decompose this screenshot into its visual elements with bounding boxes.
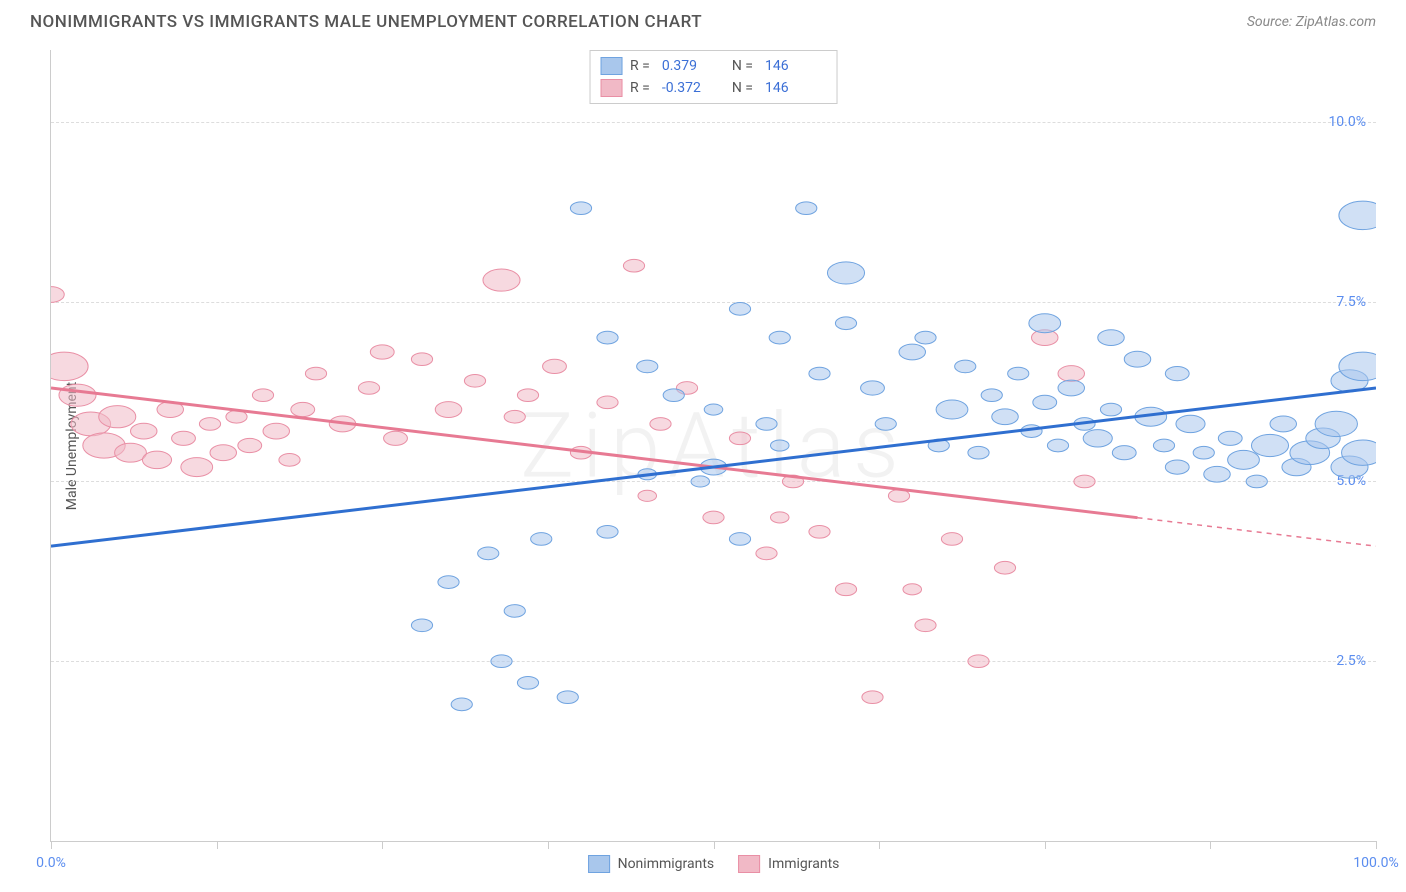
r-label: R = [630,58,650,74]
swatch-nonimmigrants [600,57,622,75]
x-tick [879,841,880,849]
x-label-left: 0.0% [36,855,66,871]
chart-title: NONIMMIGRANTS VS IMMIGRANTS MALE UNEMPLO… [30,12,702,32]
x-tick [217,841,218,849]
stats-row-nonimmigrants: R = 0.379 N = 146 [600,55,827,77]
legend-item-immigrants: Immigrants [738,855,839,873]
source-label: Source: ZipAtlas.com [1247,14,1376,30]
series-legend: Nonimmigrants Immigrants [588,855,840,873]
legend-label-immigrants: Immigrants [768,856,839,872]
x-tick [1376,841,1377,849]
x-tick [1045,841,1046,849]
scatter-plot-svg [51,50,1376,841]
n-label: N = [732,80,753,96]
swatch-immigrants [600,79,622,97]
x-tick [548,841,549,849]
n-value-nonimmigrants: 146 [765,58,815,74]
stats-row-immigrants: R = -0.372 N = 146 [600,77,827,99]
x-tick [1210,841,1211,849]
r-value-immigrants: -0.372 [662,80,712,96]
x-tick [714,841,715,849]
stats-legend: R = 0.379 N = 146 R = -0.372 N = 146 [589,50,838,104]
swatch-nonimmigrants-icon [588,855,610,873]
x-label-right: 100.0% [1353,855,1398,871]
legend-label-nonimmigrants: Nonimmigrants [618,856,715,872]
legend-item-nonimmigrants: Nonimmigrants [588,855,715,873]
x-tick [382,841,383,849]
chart-area: ZipAtlas 2.5%5.0%7.5%10.0% R = 0.379 N =… [50,50,1376,842]
x-tick [51,841,52,849]
r-value-nonimmigrants: 0.379 [662,58,712,74]
swatch-immigrants-icon [738,855,760,873]
r-label: R = [630,80,650,96]
n-label: N = [732,58,753,74]
n-value-immigrants: 146 [765,80,815,96]
